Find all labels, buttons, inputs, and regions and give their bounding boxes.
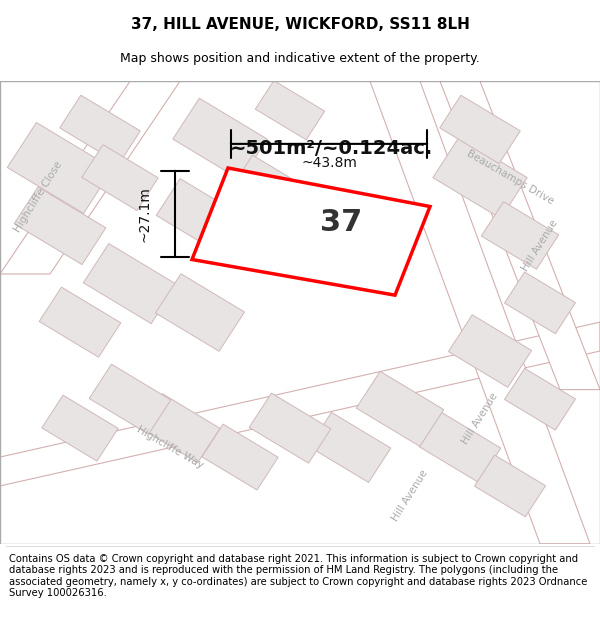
Polygon shape	[155, 274, 245, 351]
Polygon shape	[419, 412, 501, 482]
Polygon shape	[0, 81, 180, 274]
Text: ~43.8m: ~43.8m	[301, 156, 357, 170]
Text: Hill Avenue: Hill Avenue	[520, 217, 560, 272]
Polygon shape	[433, 137, 527, 219]
Polygon shape	[481, 202, 559, 269]
Text: Beauchamps Drive: Beauchamps Drive	[465, 149, 555, 207]
Polygon shape	[475, 455, 545, 517]
Polygon shape	[140, 394, 220, 462]
Polygon shape	[7, 122, 113, 213]
Text: Map shows position and indicative extent of the property.: Map shows position and indicative extent…	[120, 52, 480, 65]
Polygon shape	[82, 144, 158, 211]
Polygon shape	[309, 412, 391, 482]
Text: ~27.1m: ~27.1m	[138, 186, 152, 242]
Polygon shape	[0, 322, 600, 486]
Polygon shape	[156, 179, 244, 254]
Text: Hill Avenue: Hill Avenue	[460, 391, 500, 446]
Polygon shape	[356, 371, 444, 446]
Polygon shape	[505, 272, 575, 334]
Polygon shape	[173, 98, 267, 180]
Polygon shape	[42, 395, 118, 461]
Text: Highcliffe Way: Highcliffe Way	[135, 424, 205, 471]
Text: Contains OS data © Crown copyright and database right 2021. This information is : Contains OS data © Crown copyright and d…	[9, 554, 587, 598]
Polygon shape	[255, 81, 325, 140]
Polygon shape	[39, 287, 121, 357]
Polygon shape	[440, 81, 600, 389]
Polygon shape	[202, 424, 278, 490]
Text: 37, HILL AVENUE, WICKFORD, SS11 8LH: 37, HILL AVENUE, WICKFORD, SS11 8LH	[131, 17, 469, 32]
Polygon shape	[14, 187, 106, 264]
Polygon shape	[448, 315, 532, 388]
Text: ~501m²/~0.124ac.: ~501m²/~0.124ac.	[230, 139, 433, 158]
Text: Hill Avenue: Hill Avenue	[390, 468, 430, 523]
Polygon shape	[192, 168, 430, 295]
Text: 37: 37	[320, 208, 362, 237]
Polygon shape	[505, 368, 575, 430]
Polygon shape	[440, 95, 520, 164]
Polygon shape	[60, 95, 140, 164]
Text: Highcliffe Close: Highcliffe Close	[12, 159, 64, 234]
Polygon shape	[89, 364, 171, 434]
Polygon shape	[370, 81, 590, 544]
Polygon shape	[249, 393, 331, 463]
Polygon shape	[83, 244, 176, 324]
Polygon shape	[232, 155, 308, 219]
